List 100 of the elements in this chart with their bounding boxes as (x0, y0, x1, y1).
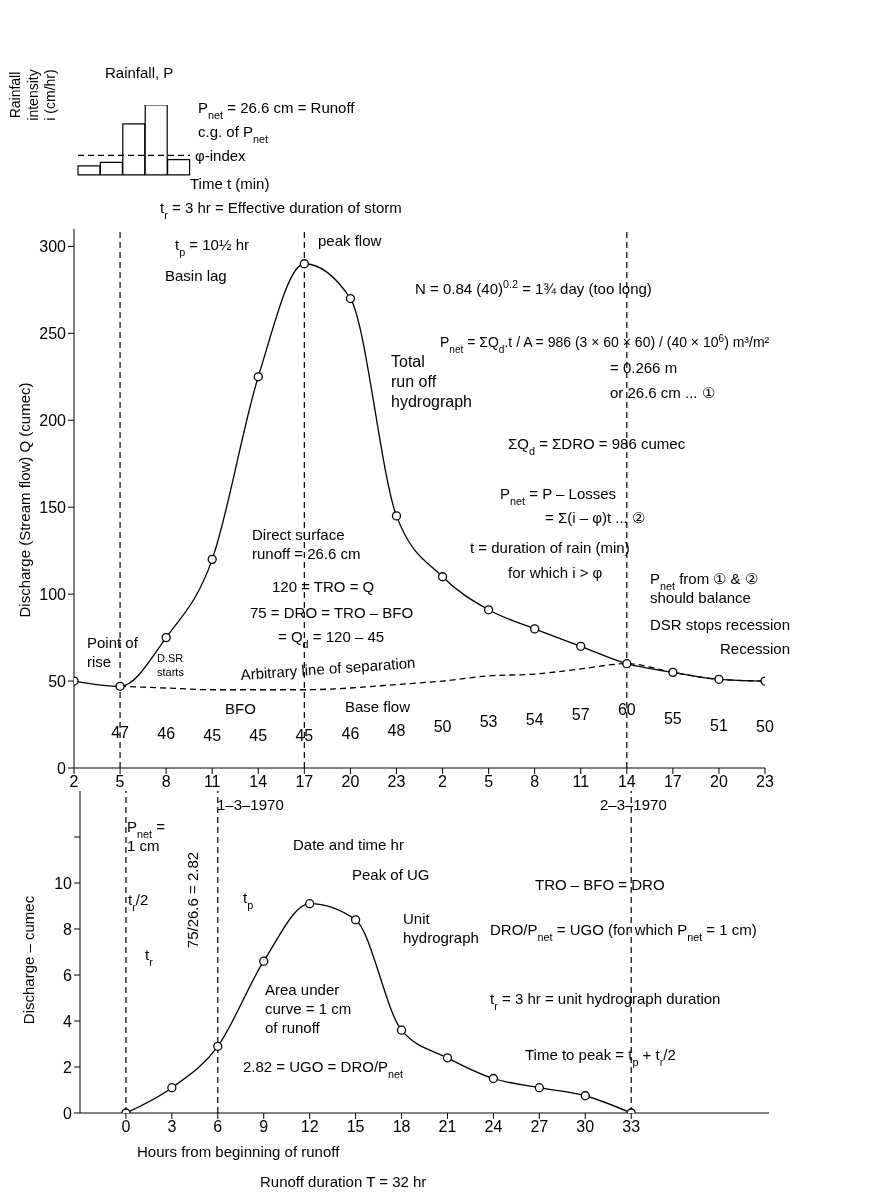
x-tick-label: 14 (249, 773, 268, 791)
annotation: Base flow (345, 698, 411, 715)
annotation: or 26.6 cm ... ① (610, 384, 715, 401)
annotation: Total run off hydrograph (391, 353, 472, 410)
ref-line-label: φ-index (195, 146, 247, 164)
data-label: 45 (203, 727, 222, 745)
x-tick-label: 5 (115, 773, 125, 791)
y-axis-title: Discharge (Stream flow) Q (cumec) (16, 382, 33, 618)
x-tick-label: 17 (295, 773, 314, 791)
annotation: 75/26.6 = 2.82 (184, 851, 201, 949)
x-tick-label: 15 (346, 1118, 365, 1136)
y-axis-title: Discharge – cumec (20, 895, 37, 1025)
annotation: Area under curve = 1 cm of runoff (265, 981, 352, 1036)
y-tick-label: 2 (63, 1058, 73, 1076)
data-label: 57 (571, 706, 590, 724)
y-tick-label: 300 (39, 238, 67, 256)
annotation: P$_{net}$ = ΣQ$_{d}$.t / A = 986 (3 × 60 × 60) / (40 × 10$^{6}$) m³/m² (440, 332, 770, 355)
annotation: 2.82 = UGO = DRO/P$_{net}$ (243, 1058, 404, 1080)
data-label: 45 (295, 727, 314, 745)
data-label: 51 (710, 716, 728, 734)
annotation: t = duration of rain (min) (470, 539, 630, 556)
annotation: DRO/P$_{net}$ = UGO (for which P$_{net}$ = 1 cm) (490, 921, 757, 943)
x-tick-label: 33 (622, 1118, 641, 1136)
y-tick-label: 200 (39, 411, 67, 429)
annotation: t$_{r}$ = 3 hr = unit hydrograph duration (490, 990, 721, 1012)
x-tick-label: 8 (161, 773, 171, 791)
x-tick-label: 11 (572, 773, 590, 791)
annotation: Point of rise (87, 634, 139, 670)
annotation: DSR stops recession (650, 616, 791, 633)
y-tick-label: 250 (39, 325, 67, 342)
x-tick-label: 20 (710, 773, 728, 791)
x-axis-title: Date and time hr (293, 836, 404, 853)
annotation: t$_{r}$/2 (128, 891, 149, 913)
x-tick-label: 9 (259, 1118, 269, 1136)
data-label: 50 (756, 718, 774, 736)
annotation: = Σ(i – φ)t ... ② (545, 509, 645, 526)
x-tick-label: 27 (530, 1118, 549, 1136)
data-label: 60 (617, 701, 636, 719)
y-tick-label: 0 (57, 759, 67, 777)
annotation: BFO (225, 700, 256, 717)
x-tick-label: 17 (663, 773, 682, 791)
x-tick-label: 11 (203, 773, 221, 791)
annotation: Basin lag (165, 267, 227, 284)
annotation: ΣQ$_{d}$ = ΣDRO = 986 cumec (508, 435, 686, 457)
annotation: 75 = DRO = TRO – BFO (250, 604, 414, 621)
x-tick-label: 8 (530, 773, 540, 791)
data-label: 53 (479, 713, 498, 731)
x-tick-label: 21 (438, 1118, 457, 1136)
annotation: TRO – BFO = DRO (535, 876, 665, 893)
annotation: 1–3–1970 (217, 796, 284, 813)
x-axis-title: Time t (min) (190, 175, 270, 192)
text: Runoff duration T = 32 hr (260, 1173, 427, 1190)
data-label: 55 (663, 709, 682, 727)
annotation: Recession (720, 640, 791, 657)
text: Rainfall, P (105, 64, 174, 81)
annotation: t$_{p}$ (243, 889, 254, 911)
data-label: 50 (433, 718, 452, 736)
data-label: 47 (111, 723, 130, 741)
text: P$_{net}$ = 26.6 cm = Runoff (198, 99, 356, 121)
x-tick-label: 0 (121, 1118, 131, 1136)
annotation: 120 = TRO = Q (272, 578, 375, 595)
y-tick-label: 8 (63, 920, 73, 938)
y-tick-label: 100 (39, 585, 67, 603)
annotation: P$_{net}$ from ① & ② should balance (650, 570, 758, 606)
annotation: t$_{r}$ (145, 946, 154, 968)
x-tick-label: 23 (756, 773, 774, 791)
y-tick-label: 0 (63, 1104, 73, 1122)
x-tick-label: 18 (392, 1118, 411, 1136)
y-tick-label: 150 (39, 498, 67, 516)
x-tick-label: 30 (576, 1118, 595, 1136)
data-label: 46 (341, 725, 360, 743)
data-label: 46 (157, 725, 176, 743)
text: t$_{r}$ = 3 hr = Effective duration of storm (160, 199, 402, 221)
annotation: = 0.266 m (610, 359, 678, 376)
x-tick-label: 14 (617, 773, 636, 791)
x-tick-label: 2 (438, 773, 448, 791)
y-axis-title: Rainfall intensity i (cm/hr) (7, 69, 58, 121)
y-tick-label: 6 (63, 966, 73, 984)
annotation: D.SR starts (157, 652, 185, 678)
x-axis-title: Hours from beginning of runoff (137, 1143, 341, 1160)
x-tick-label: 3 (167, 1118, 177, 1136)
annotation: t$_{p}$ = 10½ hr (175, 236, 249, 258)
x-tick-label: 6 (213, 1118, 223, 1136)
x-tick-label: 5 (484, 773, 494, 791)
annotation: Arbitrary line of separation (240, 653, 416, 683)
annotation: P$_{net}$ = P – Losses (500, 485, 617, 507)
x-tick-label: 20 (341, 773, 360, 791)
annotation: Direct surface runoff = 26.6 cm (252, 526, 361, 562)
data-label: 45 (249, 727, 268, 745)
text: c.g. of P$_{net}$ (198, 123, 269, 145)
annotation: for which i > φ (508, 564, 603, 581)
annotation: N = 0.84 (40)$^{0.2}$ = 1¾ day (too long) (415, 278, 652, 297)
data-label: 48 (387, 721, 406, 739)
annotation: 2–3–1970 (600, 796, 667, 813)
annotation: P$_{net}$ = 1 cm (127, 818, 166, 854)
annotation: Unit hydrograph (403, 910, 479, 946)
y-tick-label: 4 (63, 1012, 73, 1030)
annotation: = Q$_{d}$ = 120 – 45 (278, 628, 385, 650)
x-tick-label: 24 (484, 1118, 503, 1136)
y-tick-label: 10 (54, 874, 73, 892)
